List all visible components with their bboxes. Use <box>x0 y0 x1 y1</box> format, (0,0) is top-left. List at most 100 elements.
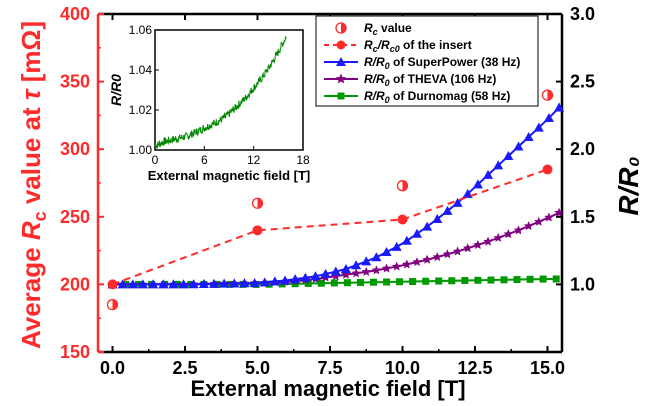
superpower-point <box>127 279 138 289</box>
superpower-point <box>310 271 321 281</box>
inset-x-tick-label: 18 <box>296 153 310 167</box>
insert-line <box>112 168 548 286</box>
inset-x-tick-label: 6 <box>201 153 208 167</box>
durnomag-point <box>291 280 299 288</box>
inset-y-tick-label: 1.04 <box>129 63 153 77</box>
half-circle-fill <box>341 23 346 33</box>
durnomag-point <box>396 278 404 286</box>
superpower-point <box>239 278 250 288</box>
y-right-tick-label: 1.0 <box>570 274 595 294</box>
superpower-point <box>148 279 159 289</box>
theva-point <box>493 232 503 242</box>
y-left-tick-label: 150 <box>60 342 90 362</box>
durnomag-point <box>356 278 364 286</box>
superpower-point <box>158 279 169 289</box>
theva-point <box>351 268 361 278</box>
legend-marker-durnomag <box>337 92 345 100</box>
superpower-point <box>330 266 341 276</box>
y-right-label: R/R₀ <box>613 156 644 215</box>
y-left-tick-label: 200 <box>60 274 90 294</box>
durnomag-point <box>343 279 351 287</box>
durnomag-point <box>330 279 338 287</box>
x-tick-label: 7.5 <box>317 358 342 378</box>
inset-y-axis-label: R/R0 <box>108 74 124 106</box>
y-left-tick-label: 400 <box>60 4 90 24</box>
theva-point <box>473 239 483 249</box>
durnomag-point <box>409 278 417 286</box>
superpower-point <box>513 141 524 151</box>
durnomag-point <box>552 275 560 283</box>
theva-point <box>523 221 534 231</box>
superpower-point <box>361 256 372 266</box>
durnomag-point <box>526 275 534 283</box>
superpower-point <box>493 160 504 170</box>
durnomag-point <box>383 278 391 286</box>
rc-value-point <box>251 197 264 209</box>
legend-label: R/R0 of Durnomag (58 Hz) <box>364 89 510 105</box>
x-tick-label: 15.0 <box>530 358 565 378</box>
legend-marker-theva <box>335 73 347 84</box>
superpower-point <box>432 213 443 223</box>
half-circle-fill <box>402 180 408 191</box>
durnomag-point <box>370 278 377 286</box>
theva-point <box>341 269 351 279</box>
insert-point <box>542 164 553 175</box>
durnomag-point <box>317 279 325 287</box>
inset-chart: 0 6 12 18 1.00 1.02 1.04 1.06 External magnetic … <box>108 23 310 183</box>
insert-point <box>107 279 118 290</box>
legend-label: Rc/Rc0 of the insert <box>364 38 472 54</box>
theva-point <box>513 225 524 235</box>
superpower-point <box>442 205 453 215</box>
superpower-point <box>523 132 534 142</box>
durnomag-point <box>487 276 495 284</box>
half-circle-fill <box>257 198 263 209</box>
superpower-point <box>543 112 554 122</box>
superpower-point <box>137 279 148 289</box>
superpower-point <box>269 276 280 286</box>
superpower-point <box>381 247 392 257</box>
rc-value-point <box>541 89 554 101</box>
superpower-point <box>422 221 433 231</box>
theva-point <box>463 243 473 253</box>
superpower-point <box>259 277 270 287</box>
x-tick-label: 5.0 <box>245 358 270 378</box>
durnomag-point <box>500 276 508 284</box>
superpower-point <box>280 275 291 285</box>
legend-marker-insert <box>336 40 346 50</box>
theva-point <box>554 207 564 217</box>
superpower-point <box>300 272 311 282</box>
theva-point <box>402 259 412 269</box>
y-right-tick-label: 3.0 <box>570 4 595 24</box>
superpower-point <box>229 278 240 288</box>
theva-point <box>452 246 463 256</box>
y-right-tick-label: 2.0 <box>570 139 595 159</box>
legend-marker-rc-value <box>335 22 347 34</box>
x-tick-label: 0.0 <box>100 358 125 378</box>
superpower-point <box>533 122 544 132</box>
durnomag-point <box>461 277 469 285</box>
theva-point <box>503 229 514 239</box>
durnomag-point <box>422 277 430 285</box>
theva-point <box>534 216 544 226</box>
y-left-label: Average Rc value at τ [mΩ] <box>16 21 50 349</box>
durnomag-point <box>304 279 312 287</box>
theva-point <box>544 212 554 222</box>
theva-point <box>371 265 382 275</box>
superpower-point <box>483 169 494 179</box>
inset-x-tick-label: 12 <box>247 153 261 167</box>
superpower-point <box>412 228 422 238</box>
x-axis-label: External magnetic field [T] <box>190 376 465 401</box>
theva-point <box>442 249 453 259</box>
theva-point <box>483 236 493 246</box>
superpower-point <box>351 260 362 270</box>
theva-point <box>422 254 432 264</box>
x-tick-label: 10.0 <box>385 358 420 378</box>
theva-point <box>391 261 402 271</box>
durnomag-point <box>265 280 273 288</box>
superpower-point <box>290 274 301 284</box>
inset-y-tick-label: 1.02 <box>129 103 153 117</box>
superpower-point <box>219 278 230 288</box>
theva-point <box>361 266 371 276</box>
